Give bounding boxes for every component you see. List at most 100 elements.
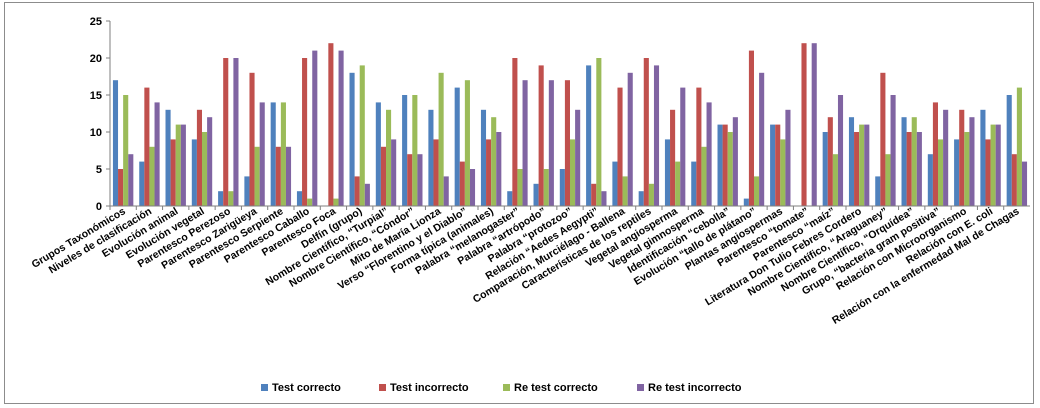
bar-test-correcto: [139, 161, 145, 206]
bar-test-correcto: [691, 161, 697, 206]
bar-test-correcto: [770, 124, 776, 206]
bar-test-correcto: [296, 191, 303, 206]
legend-label: Test incorrecto: [390, 382, 469, 394]
bar-re-test-correcto: [386, 109, 392, 206]
bar-test-incorrecto: [328, 43, 334, 207]
bar-test-correcto: [875, 176, 881, 206]
bar-test-correcto: [927, 154, 933, 206]
bar-re-test-correcto: [675, 161, 681, 206]
bar-test-correcto: [112, 80, 119, 206]
bar-test-incorrecto: [459, 161, 465, 206]
bar-re-test-incorrecto: [443, 176, 449, 206]
bar-test-correcto: [586, 65, 592, 207]
bar-re-test-incorrecto: [653, 65, 660, 207]
bar-re-test-correcto: [859, 124, 865, 206]
bar-re-test-incorrecto: [627, 72, 633, 206]
legend-label: Test correcto: [272, 382, 341, 394]
bar-re-test-incorrecto: [1021, 161, 1028, 206]
bar-test-correcto: [165, 109, 171, 206]
bar-test-correcto: [191, 139, 197, 206]
bar-re-test-correcto: [464, 80, 470, 206]
y-tick-label: 0: [96, 201, 102, 213]
bar-re-test-correcto: [228, 191, 234, 206]
bar-test-correcto: [402, 95, 408, 206]
bar-test-incorrecto: [170, 139, 176, 206]
bar-test-incorrecto: [144, 87, 150, 206]
bar-test-incorrecto: [275, 146, 281, 206]
y-tick-label: 25: [90, 16, 102, 28]
bar-re-test-incorrecto: [706, 102, 712, 206]
bar-test-incorrecto: [486, 139, 492, 206]
y-tick-label: 10: [90, 127, 102, 139]
bar-re-test-incorrecto: [943, 109, 949, 206]
bar-re-test-incorrecto: [259, 102, 265, 206]
bar-re-test-incorrecto: [680, 87, 686, 206]
bar-re-test-correcto: [990, 124, 996, 206]
bar-re-test-correcto: [412, 95, 418, 206]
bar-re-test-incorrecto: [207, 117, 213, 206]
bar-test-incorrecto: [380, 146, 386, 206]
bar-re-test-incorrecto: [128, 154, 134, 206]
bar-test-correcto: [980, 109, 986, 206]
bar-test-correcto: [743, 198, 749, 206]
bar-test-incorrecto: [906, 132, 912, 206]
bar-re-test-correcto: [911, 117, 917, 206]
bar-test-incorrecto: [801, 43, 807, 207]
bar-test-correcto: [454, 87, 460, 206]
bar-test-incorrecto: [1011, 154, 1017, 206]
bar-test-incorrecto: [959, 109, 965, 206]
bar-re-test-incorrecto: [601, 191, 607, 206]
bar-re-test-incorrecto: [759, 72, 765, 206]
bar-re-test-incorrecto: [233, 58, 239, 206]
legend-swatch: [637, 384, 644, 391]
bar-test-correcto: [848, 117, 855, 206]
bar-test-incorrecto: [748, 50, 754, 206]
bar-re-test-correcto: [754, 176, 760, 206]
legend: Test correcto Test incorrecto Re test corr…: [261, 382, 742, 394]
y-tick-label: 15: [90, 90, 102, 102]
bar-re-test-correcto: [727, 132, 733, 206]
bar-re-test-correcto: [964, 132, 970, 206]
bar-re-test-correcto: [333, 198, 339, 206]
bar-re-test-incorrecto: [890, 95, 896, 206]
bar-re-test-correcto: [885, 154, 891, 206]
bar-re-test-correcto: [701, 146, 707, 206]
bar-test-correcto: [901, 117, 907, 206]
bar-test-incorrecto: [433, 139, 439, 206]
bar-test-correcto: [717, 124, 723, 206]
bar-test-correcto: [638, 191, 644, 206]
bar-re-test-correcto: [1016, 87, 1022, 206]
bar-test-incorrecto: [670, 109, 676, 206]
bar-re-test-correcto: [622, 176, 628, 206]
bar-re-test-incorrecto: [417, 154, 423, 206]
legend-label: Re test incorrecto: [648, 382, 742, 394]
y-axis: 0 5 10 15 20 25: [90, 16, 111, 213]
bar-re-test-correcto: [438, 72, 444, 206]
bar-test-incorrecto: [249, 72, 255, 206]
bar-re-test-correcto: [517, 169, 523, 206]
bar-test-correcto: [349, 72, 355, 206]
bar-test-incorrecto: [591, 183, 597, 206]
bar-re-test-incorrecto: [969, 117, 975, 206]
bar-re-test-correcto: [832, 154, 838, 206]
bar-re-test-incorrecto: [496, 132, 502, 206]
bar-test-correcto: [954, 139, 960, 206]
bar-re-test-correcto: [359, 65, 365, 207]
bar-test-correcto: [533, 183, 539, 206]
bar-re-test-incorrecto: [995, 124, 1001, 206]
bars: [112, 43, 1028, 207]
bar-test-correcto: [1006, 95, 1012, 206]
bar-test-incorrecto: [775, 124, 781, 206]
bar-re-test-correcto: [543, 169, 549, 206]
bar-test-correcto: [559, 169, 565, 206]
bar-test-correcto: [244, 176, 250, 206]
bar-test-incorrecto: [354, 176, 360, 206]
bar-test-incorrecto: [223, 58, 229, 206]
bar-test-incorrecto: [512, 58, 518, 206]
bar-re-test-incorrecto: [811, 43, 817, 207]
bar-test-incorrecto: [617, 87, 623, 206]
bar-test-incorrecto: [932, 102, 938, 206]
bar-re-test-incorrecto: [338, 50, 344, 206]
bar-re-test-correcto: [938, 139, 944, 206]
